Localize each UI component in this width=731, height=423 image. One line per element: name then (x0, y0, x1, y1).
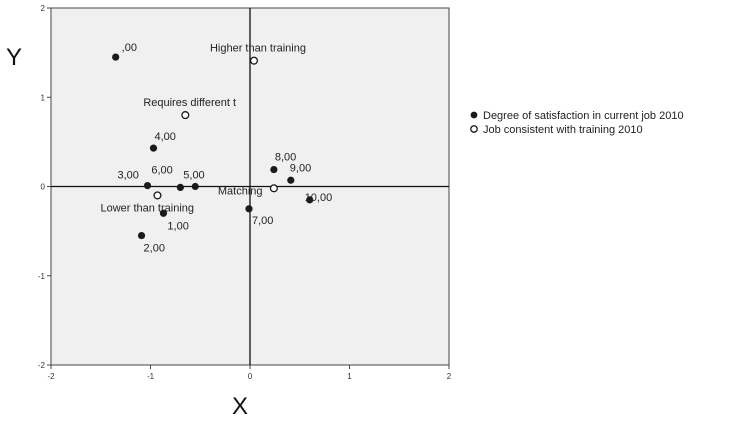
point-label: 4,00 (154, 131, 175, 143)
satisfaction-point (159, 209, 168, 217)
satisfaction-point (137, 231, 146, 240)
y-tick-label: -2 (38, 361, 46, 370)
point-label: Lower than training (100, 202, 194, 214)
point-label: 2,00 (144, 243, 165, 255)
legend: Degree of satisfaction in current job 20… (470, 110, 684, 136)
x-tick-label: 1 (347, 372, 352, 381)
training-point (153, 191, 162, 200)
legend-entry: Degree of satisfaction in current job 20… (483, 110, 684, 122)
point-label: ,00 (122, 42, 137, 54)
x-tick-label: 2 (447, 372, 452, 381)
point-label: 5,00 (183, 170, 204, 182)
point-label: 6,00 (151, 164, 172, 176)
legend-entry: Job consistent with training 2010 (483, 124, 643, 136)
x-tick-label: 0 (248, 372, 253, 381)
y-tick-label: -1 (38, 272, 46, 281)
training-point (269, 184, 278, 193)
satisfaction-point (176, 183, 184, 191)
satisfaction-point (112, 53, 120, 61)
legend-marker-filled (470, 111, 478, 119)
y-tick-label: 0 (41, 183, 46, 192)
series-1: ,00 1,002,00 3,00 4,00 5,00 6,00 7,00 8,009,00 1… (112, 42, 332, 255)
point-label: 8,00 (275, 152, 296, 164)
y-tick-label: 2 (41, 4, 46, 13)
legend-marker-open (470, 125, 478, 133)
satisfaction-point (287, 176, 295, 184)
x-tick-label: -1 (147, 372, 155, 381)
training-point (181, 111, 190, 120)
satisfaction-point (270, 165, 278, 174)
x-axis-label: X (232, 393, 248, 420)
point-label: 10,00 (305, 192, 333, 204)
point-label: Requires different t (143, 97, 236, 109)
y-tick-label: 1 (41, 93, 46, 102)
axis-ticks: -2 -1 0 1 2 -2 -1 0 1 2 (38, 4, 452, 381)
point-label: 3,00 (118, 170, 139, 182)
satisfaction-point (306, 196, 314, 204)
satisfaction-point (245, 205, 253, 213)
satisfaction-point (149, 144, 158, 152)
data-points: ,00 1,002,00 3,00 4,00 5,00 6,00 7,00 8,009,00 1… (100, 42, 332, 255)
training-point (249, 56, 259, 65)
point-label: Higher than training (210, 43, 306, 55)
satisfaction-point (143, 182, 152, 190)
point-label: Matching (218, 185, 263, 197)
series-2: Higher than training Requires different t… (100, 43, 306, 215)
reference-lines (51, 8, 449, 365)
x-tick-label: -2 (47, 372, 55, 381)
y-axis-label: Y (6, 44, 22, 71)
point-label: 9,00 (290, 162, 311, 174)
point-label: 1,00 (167, 220, 188, 232)
point-label: 7,00 (252, 215, 273, 227)
satisfaction-point (191, 182, 199, 191)
